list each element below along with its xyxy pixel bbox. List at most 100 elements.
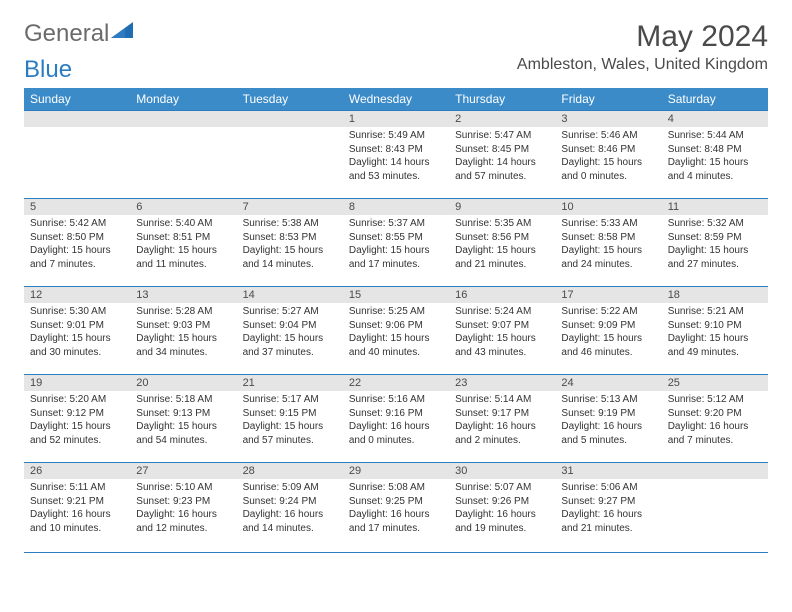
calendar-day-cell: 6Sunrise: 5:40 AMSunset: 8:51 PMDaylight… bbox=[130, 198, 236, 286]
day-number-empty bbox=[24, 110, 130, 127]
day-details: Sunrise: 5:49 AMSunset: 8:43 PMDaylight:… bbox=[343, 127, 449, 187]
sunset-line: Sunset: 9:10 PM bbox=[668, 319, 762, 333]
calendar-week-row: 19Sunrise: 5:20 AMSunset: 9:12 PMDayligh… bbox=[24, 374, 768, 462]
sunrise-line: Sunrise: 5:40 AM bbox=[136, 217, 230, 231]
sunset-line: Sunset: 9:16 PM bbox=[349, 407, 443, 421]
logo-blue-line: Blue bbox=[24, 56, 768, 84]
day-number: 31 bbox=[555, 462, 661, 479]
sunset-line: Sunset: 9:15 PM bbox=[243, 407, 337, 421]
day-number: 29 bbox=[343, 462, 449, 479]
calendar-day-cell: 10Sunrise: 5:33 AMSunset: 8:58 PMDayligh… bbox=[555, 198, 661, 286]
day-details: Sunrise: 5:09 AMSunset: 9:24 PMDaylight:… bbox=[237, 479, 343, 539]
calendar-day-cell bbox=[130, 110, 236, 198]
day-number: 5 bbox=[24, 198, 130, 215]
calendar-day-cell: 21Sunrise: 5:17 AMSunset: 9:15 PMDayligh… bbox=[237, 374, 343, 462]
sunrise-line: Sunrise: 5:47 AM bbox=[455, 129, 549, 143]
day-details: Sunrise: 5:35 AMSunset: 8:56 PMDaylight:… bbox=[449, 215, 555, 275]
calendar-week-row: 5Sunrise: 5:42 AMSunset: 8:50 PMDaylight… bbox=[24, 198, 768, 286]
day-number: 28 bbox=[237, 462, 343, 479]
day-details: Sunrise: 5:21 AMSunset: 9:10 PMDaylight:… bbox=[662, 303, 768, 363]
daylight-line: Daylight: 15 hours and 27 minutes. bbox=[668, 244, 762, 271]
calendar-day-cell: 29Sunrise: 5:08 AMSunset: 9:25 PMDayligh… bbox=[343, 462, 449, 550]
day-details: Sunrise: 5:46 AMSunset: 8:46 PMDaylight:… bbox=[555, 127, 661, 187]
sunrise-line: Sunrise: 5:38 AM bbox=[243, 217, 337, 231]
day-details: Sunrise: 5:33 AMSunset: 8:58 PMDaylight:… bbox=[555, 215, 661, 275]
day-details: Sunrise: 5:28 AMSunset: 9:03 PMDaylight:… bbox=[130, 303, 236, 363]
sunset-line: Sunset: 8:58 PM bbox=[561, 231, 655, 245]
sunset-line: Sunset: 8:46 PM bbox=[561, 143, 655, 157]
daylight-line: Daylight: 15 hours and 43 minutes. bbox=[455, 332, 549, 359]
sunrise-line: Sunrise: 5:13 AM bbox=[561, 393, 655, 407]
calendar-day-cell: 31Sunrise: 5:06 AMSunset: 9:27 PMDayligh… bbox=[555, 462, 661, 550]
daylight-line: Daylight: 15 hours and 11 minutes. bbox=[136, 244, 230, 271]
day-number: 25 bbox=[662, 374, 768, 391]
sunset-line: Sunset: 9:06 PM bbox=[349, 319, 443, 333]
day-number: 2 bbox=[449, 110, 555, 127]
sunrise-line: Sunrise: 5:27 AM bbox=[243, 305, 337, 319]
daylight-line: Daylight: 14 hours and 53 minutes. bbox=[349, 156, 443, 183]
daylight-line: Daylight: 16 hours and 0 minutes. bbox=[349, 420, 443, 447]
calendar-day-cell: 3Sunrise: 5:46 AMSunset: 8:46 PMDaylight… bbox=[555, 110, 661, 198]
day-number: 13 bbox=[130, 286, 236, 303]
calendar-day-cell: 15Sunrise: 5:25 AMSunset: 9:06 PMDayligh… bbox=[343, 286, 449, 374]
daylight-line: Daylight: 15 hours and 54 minutes. bbox=[136, 420, 230, 447]
day-details: Sunrise: 5:44 AMSunset: 8:48 PMDaylight:… bbox=[662, 127, 768, 187]
day-details: Sunrise: 5:22 AMSunset: 9:09 PMDaylight:… bbox=[555, 303, 661, 363]
sunset-line: Sunset: 9:12 PM bbox=[30, 407, 124, 421]
daylight-line: Daylight: 15 hours and 30 minutes. bbox=[30, 332, 124, 359]
weekday-header: Sunday bbox=[24, 88, 130, 110]
day-number: 22 bbox=[343, 374, 449, 391]
calendar-day-cell: 25Sunrise: 5:12 AMSunset: 9:20 PMDayligh… bbox=[662, 374, 768, 462]
daylight-line: Daylight: 15 hours and 21 minutes. bbox=[455, 244, 549, 271]
sunrise-line: Sunrise: 5:06 AM bbox=[561, 481, 655, 495]
day-number: 27 bbox=[130, 462, 236, 479]
day-details: Sunrise: 5:12 AMSunset: 9:20 PMDaylight:… bbox=[662, 391, 768, 451]
sunrise-line: Sunrise: 5:30 AM bbox=[30, 305, 124, 319]
sunset-line: Sunset: 9:21 PM bbox=[30, 495, 124, 509]
calendar-day-cell: 30Sunrise: 5:07 AMSunset: 9:26 PMDayligh… bbox=[449, 462, 555, 550]
day-details: Sunrise: 5:47 AMSunset: 8:45 PMDaylight:… bbox=[449, 127, 555, 187]
calendar-day-cell: 20Sunrise: 5:18 AMSunset: 9:13 PMDayligh… bbox=[130, 374, 236, 462]
day-number: 7 bbox=[237, 198, 343, 215]
weekday-header: Tuesday bbox=[237, 88, 343, 110]
daylight-line: Daylight: 16 hours and 19 minutes. bbox=[455, 508, 549, 535]
sunrise-line: Sunrise: 5:10 AM bbox=[136, 481, 230, 495]
sunrise-line: Sunrise: 5:24 AM bbox=[455, 305, 549, 319]
calendar-day-cell: 4Sunrise: 5:44 AMSunset: 8:48 PMDaylight… bbox=[662, 110, 768, 198]
sunrise-line: Sunrise: 5:28 AM bbox=[136, 305, 230, 319]
day-details: Sunrise: 5:11 AMSunset: 9:21 PMDaylight:… bbox=[24, 479, 130, 539]
day-number: 24 bbox=[555, 374, 661, 391]
day-number-empty bbox=[662, 462, 768, 479]
calendar-day-cell: 12Sunrise: 5:30 AMSunset: 9:01 PMDayligh… bbox=[24, 286, 130, 374]
daylight-line: Daylight: 14 hours and 57 minutes. bbox=[455, 156, 549, 183]
weekday-header: Friday bbox=[555, 88, 661, 110]
sunset-line: Sunset: 8:50 PM bbox=[30, 231, 124, 245]
sunrise-line: Sunrise: 5:18 AM bbox=[136, 393, 230, 407]
daylight-line: Daylight: 16 hours and 12 minutes. bbox=[136, 508, 230, 535]
daylight-line: Daylight: 15 hours and 24 minutes. bbox=[561, 244, 655, 271]
sunset-line: Sunset: 8:56 PM bbox=[455, 231, 549, 245]
calendar-day-cell: 18Sunrise: 5:21 AMSunset: 9:10 PMDayligh… bbox=[662, 286, 768, 374]
day-details: Sunrise: 5:27 AMSunset: 9:04 PMDaylight:… bbox=[237, 303, 343, 363]
calendar-day-cell: 11Sunrise: 5:32 AMSunset: 8:59 PMDayligh… bbox=[662, 198, 768, 286]
daylight-line: Daylight: 15 hours and 40 minutes. bbox=[349, 332, 443, 359]
bottom-divider bbox=[24, 552, 768, 553]
calendar-day-cell: 17Sunrise: 5:22 AMSunset: 9:09 PMDayligh… bbox=[555, 286, 661, 374]
sunset-line: Sunset: 9:24 PM bbox=[243, 495, 337, 509]
weekday-header: Thursday bbox=[449, 88, 555, 110]
sunrise-line: Sunrise: 5:12 AM bbox=[668, 393, 762, 407]
daylight-line: Daylight: 15 hours and 14 minutes. bbox=[243, 244, 337, 271]
day-details: Sunrise: 5:40 AMSunset: 8:51 PMDaylight:… bbox=[130, 215, 236, 275]
day-details: Sunrise: 5:07 AMSunset: 9:26 PMDaylight:… bbox=[449, 479, 555, 539]
sunset-line: Sunset: 9:23 PM bbox=[136, 495, 230, 509]
daylight-line: Daylight: 15 hours and 49 minutes. bbox=[668, 332, 762, 359]
sunrise-line: Sunrise: 5:08 AM bbox=[349, 481, 443, 495]
daylight-line: Daylight: 15 hours and 7 minutes. bbox=[30, 244, 124, 271]
sunrise-line: Sunrise: 5:33 AM bbox=[561, 217, 655, 231]
day-number: 1 bbox=[343, 110, 449, 127]
sunset-line: Sunset: 9:09 PM bbox=[561, 319, 655, 333]
sunrise-line: Sunrise: 5:42 AM bbox=[30, 217, 124, 231]
sunset-line: Sunset: 9:17 PM bbox=[455, 407, 549, 421]
day-number: 17 bbox=[555, 286, 661, 303]
logo-text-blue: Blue bbox=[24, 56, 72, 83]
